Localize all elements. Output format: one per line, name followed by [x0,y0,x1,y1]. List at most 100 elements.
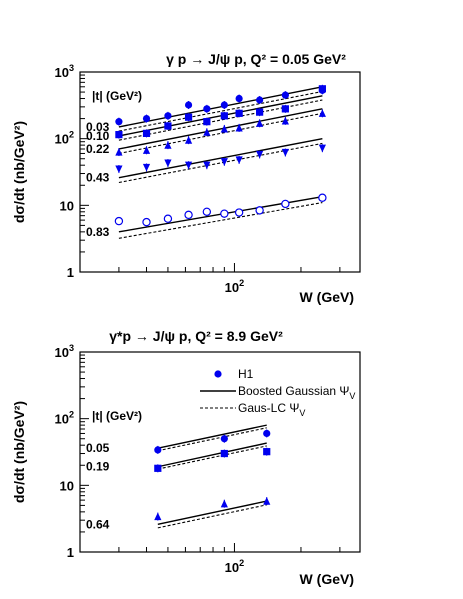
y-tick-label: 103 [54,343,74,360]
series-label: 0.22 [86,142,110,156]
data-point [256,96,264,104]
series-0.43: 0.43 [86,137,326,185]
data-point [184,101,193,109]
series-0.10: 0.10 [86,84,326,143]
data-point [281,105,289,113]
data-point [114,216,124,226]
legend-label: Boosted Gaussian ΨV [238,384,355,401]
series-label: 0.64 [86,517,110,531]
panel-title: γ p → J/ψ p, Q² = 0.05 GeV² [166,51,346,67]
data-point [142,129,151,137]
x-ticks: 102 [79,263,341,295]
data-point [184,210,193,220]
series-label: 0.43 [86,171,110,185]
data-point [115,118,123,126]
data-point [203,128,211,136]
data-point [154,446,162,454]
data-point [263,448,271,456]
data-point [203,105,211,113]
plot-frame [79,351,361,553]
series-0.05: 0.05 [86,424,271,455]
series-0.22: 0.22 [86,108,326,157]
fit-line-boosted-gaussian [157,442,267,468]
data-point [142,217,151,227]
legend-label: Gaus-LC ΨV [238,401,305,418]
data-point [142,163,151,172]
data-point [318,193,327,202]
series-0.64: 0.64 [86,497,271,531]
data-point [235,94,243,103]
data-point [318,85,326,93]
fit-line-boosted-gaussian [157,424,267,449]
data-point [281,116,289,125]
data-point [220,124,228,133]
panel-photoproduction: γ p → J/ψ p, Q² = 0.05 GeV² 102 1 10 102 10… [11,51,361,305]
series-label: 0.05 [86,441,110,455]
series-label: 0.19 [86,460,110,474]
y-tick-label: 10 [60,478,74,493]
data-point [115,147,123,156]
data-point [163,214,173,223]
data-point [164,159,172,168]
y-tick-label: 1 [67,265,74,280]
data-point [318,109,326,117]
data-point [115,165,123,174]
y-tick-label: 1 [67,545,74,560]
fit-line-boosted-gaussian [118,137,323,179]
series-0.19: 0.19 [86,442,271,474]
fit-line-gaus-lc [118,202,323,239]
data-point [220,449,228,458]
data-point [164,141,172,149]
fit-line-gaus-lc [118,90,323,132]
y-ticks: 1 10 102 103 [54,63,89,280]
y-axis-label: dσ/dt (nb/GeV²) [11,401,27,503]
data-point [203,118,211,126]
data-point [256,108,264,116]
x-axis-label: W (GeV) [300,571,354,587]
y-tick-label: 102 [54,410,74,427]
data-point [235,109,243,117]
x-axis-label: W (GeV) [300,289,354,305]
y-ticks: 1 10 102 103 [54,343,89,560]
series-layer: 0.05 0.19 0.64 [86,424,271,531]
series-0.83: 0.83 [86,193,327,239]
y-tick-label: 103 [54,63,74,80]
legend-marker-icon [214,370,222,378]
data-point [256,119,264,127]
data-point [164,122,172,130]
y-tick-label: 10 [60,198,74,213]
data-point [263,429,271,438]
y-axis-label: dσ/dt (nb/GeV²) [11,121,27,223]
data-point [184,113,193,121]
fit-line-gaus-lc [157,504,267,529]
data-point [235,123,243,132]
data-point [203,161,211,170]
data-point [142,146,151,154]
fit-line-boosted-gaussian [118,95,323,137]
legend-heading: |t| (GeV²) [92,89,142,103]
x-ticks: 102 [79,543,341,575]
x-tick-label: 102 [225,558,245,575]
panel-title: γ*p → J/ψ p, Q² = 8.9 GeV² [109,328,283,344]
legend-heading: |t| (GeV²) [92,409,142,423]
panel-electroproduction: γ*p → J/ψ p, Q² = 8.9 GeV² 102 1 10 102 103… [11,328,361,587]
data-point [202,207,212,216]
data-point [220,158,228,166]
data-point [235,156,243,165]
legend-label: H1 [238,367,254,381]
data-point [220,101,228,109]
data-point [318,144,326,153]
data-point [115,131,123,139]
fit-line-boosted-gaussian [118,108,323,150]
data-point [220,499,228,508]
series-label: 0.03 [86,120,110,134]
data-point [234,208,244,217]
plot-frame [79,71,361,273]
series-label: 0.10 [86,129,110,143]
data-point [281,91,289,99]
fit-line-gaus-lc [157,445,267,470]
fit-line-gaus-lc [157,427,267,452]
fit-line-boosted-gaussian [118,86,323,128]
